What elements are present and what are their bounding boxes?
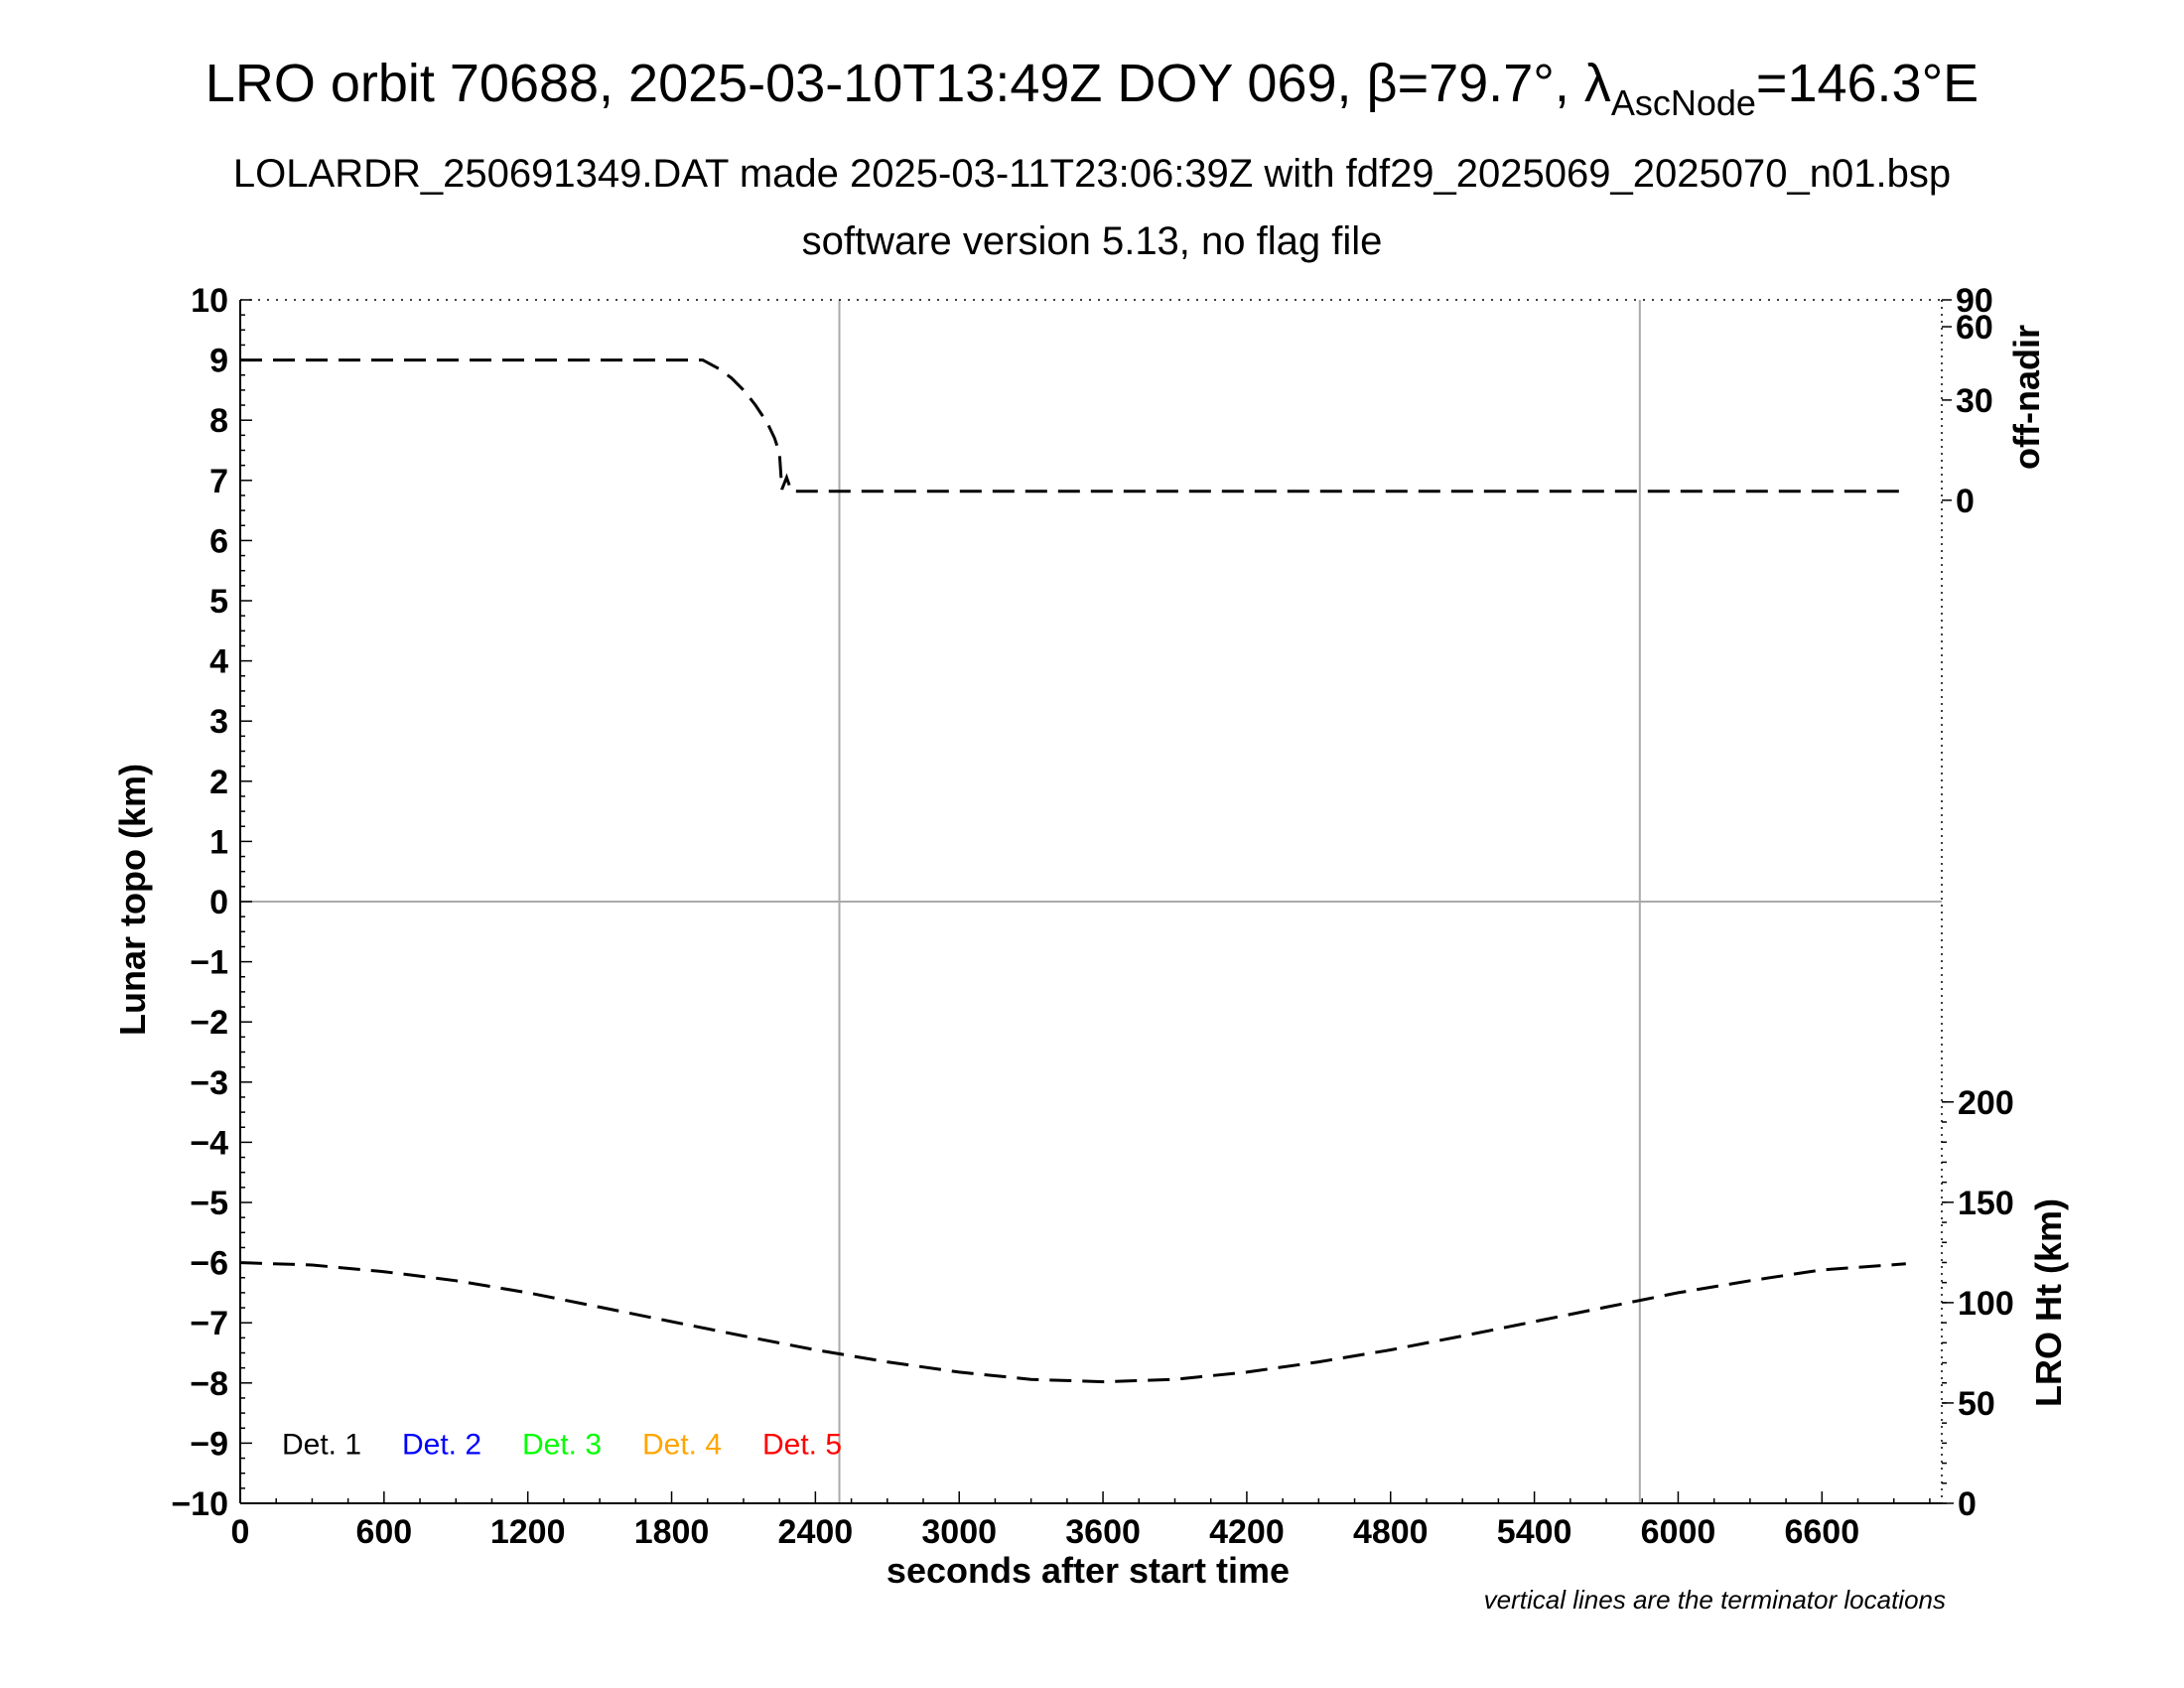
terminator-note: vertical lines are the terminator locati…: [1484, 1585, 1946, 1615]
chart-title: LRO orbit 70688, 2025-03-10T13:49Z DOY 0…: [205, 54, 1979, 123]
y-tick-label: 3: [209, 703, 228, 741]
y-tick-label: 6: [209, 522, 228, 560]
right-axis-offnadir-title: off-nadir: [2006, 325, 2047, 470]
y-tick-label: −4: [190, 1124, 228, 1162]
y-tick-label: 1: [209, 823, 228, 861]
offnadir-tick-label: 0: [1956, 483, 1975, 520]
y-tick-label: −3: [190, 1064, 228, 1102]
chart-subtitle-software: software version 5.13, no flag file: [802, 219, 1383, 263]
x-tick-label: 3600: [1065, 1513, 1141, 1551]
height-tick-label: 100: [1958, 1285, 2014, 1323]
x-tick-label: 3000: [921, 1513, 997, 1551]
series-line: [239, 1261, 1906, 1384]
y-axis-title: Lunar topo (km): [112, 764, 153, 1036]
y-tick-label: 8: [209, 402, 228, 440]
y-tick-label: −7: [190, 1305, 228, 1342]
x-tick-label: 2400: [778, 1513, 854, 1551]
legend-entry: Det. 4: [642, 1428, 722, 1461]
offnadir-tick-label: 90: [1956, 282, 1993, 320]
height-tick-label: 150: [1958, 1185, 2014, 1222]
legend-entry: Det. 2: [402, 1428, 481, 1461]
height-tick-label: 50: [1958, 1385, 1995, 1423]
x-tick-label: 1800: [634, 1513, 710, 1551]
legend-entry: Det. 5: [762, 1428, 842, 1461]
chart-subtitle-file: LOLARDR_250691349.DAT made 2025-03-11T23…: [233, 152, 1951, 196]
axes-layer: [239, 299, 1954, 1504]
series-layer: [239, 358, 1906, 1384]
offnadir-tick-label: 30: [1956, 382, 1993, 420]
legend-entry: Det. 1: [282, 1428, 361, 1461]
x-tick-label: 5400: [1497, 1513, 1572, 1551]
x-tick-label: 4800: [1353, 1513, 1429, 1551]
legend: Det. 1 Det. 2 Det. 3 Det. 4 Det. 5: [282, 1428, 842, 1461]
height-tick-label: 0: [1958, 1485, 1977, 1523]
y-tick-label: −9: [190, 1425, 228, 1463]
x-tick-label: 0: [231, 1513, 250, 1551]
x-tick-label: 4200: [1209, 1513, 1285, 1551]
x-tick-label: 6000: [1641, 1513, 1716, 1551]
y-tick-label: 2: [209, 764, 228, 801]
grid-layer: [240, 300, 1942, 1503]
y-tick-label: 9: [209, 343, 228, 380]
height-tick-label: 200: [1958, 1084, 2014, 1122]
y-tick-label: −2: [190, 1004, 228, 1042]
y-tick-label: −5: [190, 1185, 228, 1222]
series-line: [240, 358, 1906, 493]
y-tick-label: −1: [190, 944, 228, 982]
y-tick-label: 4: [209, 643, 228, 681]
x-axis-title: seconds after start time: [887, 1550, 1290, 1591]
y-tick-label: −10: [171, 1485, 228, 1523]
x-tick-label: 600: [355, 1513, 412, 1551]
right-axis-height-title: LRO Ht (km): [2028, 1198, 2069, 1407]
y-tick-label: 0: [209, 884, 228, 921]
legend-entry: Det. 3: [522, 1428, 602, 1461]
y-tick-label: 5: [209, 583, 228, 621]
y-tick-label: 10: [191, 282, 228, 320]
y-tick-label: −6: [190, 1245, 228, 1283]
y-tick-label: −8: [190, 1365, 228, 1403]
y-tick-label: 7: [209, 463, 228, 500]
x-tick-label: 6600: [1784, 1513, 1859, 1551]
x-tick-label: 1200: [490, 1513, 566, 1551]
offnadir-tick-label: 60: [1956, 309, 1993, 347]
